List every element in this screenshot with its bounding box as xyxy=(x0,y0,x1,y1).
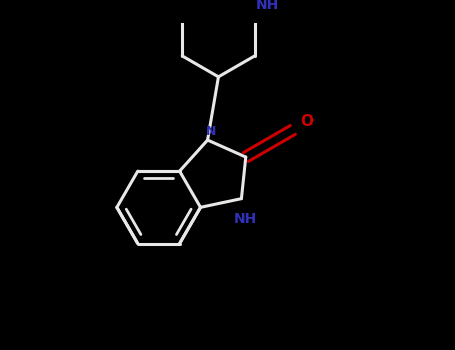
Text: O: O xyxy=(300,114,313,130)
Text: NH: NH xyxy=(256,0,279,12)
Text: NH: NH xyxy=(233,212,257,226)
Text: N: N xyxy=(206,125,217,138)
